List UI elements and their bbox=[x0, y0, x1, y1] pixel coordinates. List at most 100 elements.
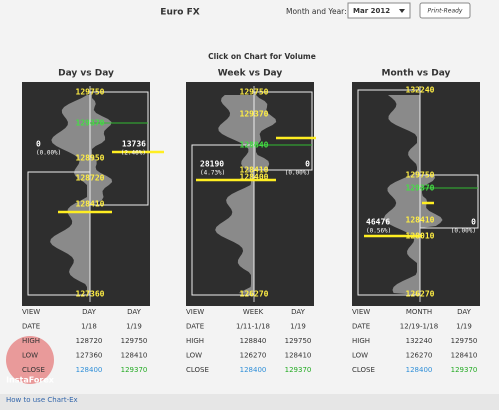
left-pct: (0.00%) bbox=[36, 150, 61, 157]
table-cell: 1/11-1/18 bbox=[236, 323, 270, 331]
table-cell: VIEW bbox=[22, 308, 40, 316]
table-cell: 1/19 bbox=[126, 323, 142, 331]
right-volume: 0 bbox=[471, 218, 476, 227]
price-label: 128410 bbox=[76, 200, 105, 209]
table-cell: DAY bbox=[127, 308, 142, 316]
watermark: InstaForex bbox=[6, 376, 55, 385]
print-button[interactable] bbox=[419, 2, 471, 19]
table-cell: CLOSE bbox=[22, 366, 45, 374]
title: Euro FX bbox=[160, 8, 199, 18]
price-label: 128400 bbox=[240, 173, 269, 182]
range-box bbox=[27, 171, 91, 296]
price-label: 129370 bbox=[240, 110, 269, 119]
volume-profile bbox=[420, 175, 443, 228]
table-cell: VIEW bbox=[352, 308, 370, 316]
table-cell: 129750 bbox=[121, 337, 148, 345]
table-cell: 128400 bbox=[240, 366, 267, 374]
volume-profile bbox=[50, 95, 90, 295]
watermark-logo bbox=[6, 336, 54, 384]
table-cell: 1/18 bbox=[81, 323, 97, 331]
month-value[interactable]: Mar 2012 bbox=[353, 7, 390, 15]
left-volume: 46476 bbox=[366, 218, 390, 227]
table-cell: 129750 bbox=[285, 337, 312, 345]
table-cell: LOW bbox=[352, 352, 368, 360]
footer-link[interactable]: How to use Chart-Ex bbox=[6, 396, 78, 404]
price-label: 132240 bbox=[406, 86, 435, 95]
table-cell: 127360 bbox=[76, 352, 103, 360]
table-cell: DATE bbox=[352, 323, 370, 331]
range-box bbox=[191, 144, 255, 296]
panel-title: Week vs Day bbox=[218, 69, 283, 79]
price-label: 129750 bbox=[240, 88, 269, 97]
price-label: 129370 bbox=[406, 184, 435, 193]
print-button-label[interactable]: Print-Ready bbox=[428, 8, 463, 15]
table-cell: HIGH bbox=[22, 337, 40, 345]
range-box bbox=[419, 174, 479, 229]
volume-profile bbox=[383, 95, 420, 295]
table-cell: 129370 bbox=[285, 366, 312, 374]
volume-profile bbox=[90, 92, 113, 205]
table-cell: 128400 bbox=[406, 366, 433, 374]
table-cell: 132240 bbox=[406, 337, 433, 345]
panel-title: Month vs Day bbox=[382, 69, 451, 79]
table-cell: HIGH bbox=[186, 337, 204, 345]
table-cell: 128400 bbox=[76, 366, 103, 374]
table-cell: 1/19 bbox=[456, 323, 472, 331]
footer-bar bbox=[0, 394, 499, 410]
range-box bbox=[89, 91, 149, 206]
table-cell: 126270 bbox=[406, 352, 433, 360]
price-label: 129370 bbox=[76, 119, 105, 128]
price-label: 128950 bbox=[76, 154, 105, 163]
table-cell: LOW bbox=[186, 352, 202, 360]
price-label: 128410 bbox=[406, 216, 435, 225]
table-cell: MONTH bbox=[406, 308, 432, 316]
table-cell: LOW bbox=[22, 352, 38, 360]
left-volume: 28190 bbox=[200, 160, 224, 169]
table-cell: 128410 bbox=[121, 352, 148, 360]
price-label: 129750 bbox=[76, 88, 105, 97]
instruction: Click on Chart for Volume bbox=[208, 52, 316, 61]
table-cell: 128840 bbox=[240, 337, 267, 345]
table-cell: 129370 bbox=[121, 366, 148, 374]
price-label: 129750 bbox=[406, 171, 435, 180]
table-cell: DAY bbox=[457, 308, 472, 316]
panel-title: Day vs Day bbox=[58, 69, 114, 79]
table-cell: VIEW bbox=[186, 308, 204, 316]
volume-profile bbox=[254, 92, 277, 170]
price-label: 128840 bbox=[240, 141, 269, 150]
table-cell: CLOSE bbox=[186, 366, 209, 374]
right-volume: 13736 bbox=[122, 140, 146, 149]
table-cell: HIGH bbox=[352, 337, 370, 345]
table-cell: 128410 bbox=[451, 352, 478, 360]
price-label: 128720 bbox=[76, 174, 105, 183]
table-cell: DATE bbox=[22, 323, 40, 331]
left-pct: (4.73%) bbox=[200, 170, 225, 177]
dropdown-arrow bbox=[399, 9, 405, 13]
table-cell: WEEK bbox=[243, 308, 264, 316]
table-cell: 129370 bbox=[451, 366, 478, 374]
left-volume: 0 bbox=[36, 140, 41, 149]
price-label: 127360 bbox=[76, 290, 105, 299]
price-label: 128410 bbox=[240, 166, 269, 175]
table-cell: 1/19 bbox=[290, 323, 306, 331]
month-select[interactable] bbox=[347, 2, 411, 19]
right-pct: (0.00%) bbox=[285, 170, 310, 177]
table-cell: DAY bbox=[82, 308, 97, 316]
price-label: 126270 bbox=[406, 290, 435, 299]
table-cell: 12/19-1/18 bbox=[400, 323, 438, 331]
right-volume: 0 bbox=[305, 160, 310, 169]
month-label: Month and Year: bbox=[286, 7, 347, 16]
table-cell: 128720 bbox=[76, 337, 103, 345]
table-cell: DATE bbox=[186, 323, 204, 331]
table-cell: 129750 bbox=[451, 337, 478, 345]
table-cell: 128410 bbox=[285, 352, 312, 360]
range-box bbox=[253, 91, 313, 171]
price-label: 126270 bbox=[240, 290, 269, 299]
price-label: 128010 bbox=[406, 232, 435, 241]
table-cell: 126270 bbox=[240, 352, 267, 360]
table-cell: CLOSE bbox=[352, 366, 375, 374]
left-pct: (0.56%) bbox=[366, 228, 391, 235]
right-pct: (0.00%) bbox=[451, 228, 476, 235]
table-cell: DAY bbox=[291, 308, 306, 316]
